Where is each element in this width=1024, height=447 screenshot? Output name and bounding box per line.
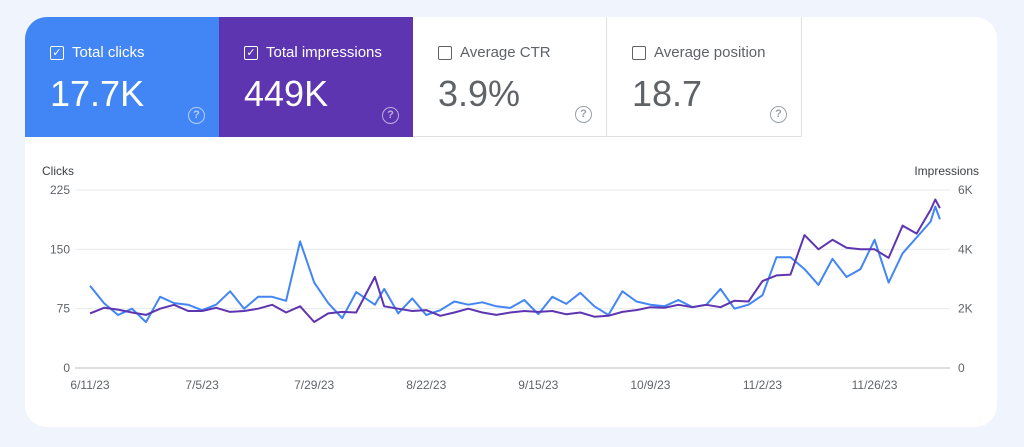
checkbox-unchecked-icon[interactable] [438,45,452,60]
metric-card-average-ctr[interactable]: Average CTR 3.9% ? [413,17,607,137]
x-tick: 8/22/23 [406,378,446,392]
checkbox-unchecked-icon[interactable] [632,45,646,60]
x-tick: 7/5/23 [185,378,219,392]
metric-value: 18.7 [632,73,703,114]
metric-card-total-impressions[interactable]: ✓ Total impressions 449K ? [219,17,413,137]
y-tick-right: 2K [958,302,973,316]
y-tick-left: 150 [50,242,70,256]
checkbox-checked-icon[interactable]: ✓ [244,45,258,60]
x-tick: 6/11/23 [70,378,109,392]
x-tick: 10/9/23 [630,378,670,392]
metric-label: Total clicks [72,44,145,61]
y-tick-left: 75 [57,302,71,316]
x-tick: 7/29/23 [294,378,334,392]
metric-card-total-clicks[interactable]: ✓ Total clicks 17.7K ? [25,17,219,137]
y-tick-right: 0 [958,361,965,375]
right-axis-title: Impressions [914,164,979,178]
x-tick: 11/26/23 [852,378,898,392]
left-axis-title: Clicks [42,164,74,178]
metric-value: 3.9% [438,73,521,114]
checkbox-checked-icon[interactable]: ✓ [50,45,64,60]
help-icon[interactable]: ? [575,106,592,123]
y-tick-right: 6K [958,183,973,197]
y-tick-left: 225 [50,183,70,197]
metric-label: Average position [654,44,766,61]
help-icon[interactable]: ? [770,106,787,123]
x-tick: 9/15/23 [518,378,558,392]
y-tick-right: 4K [958,242,973,256]
metric-label: Total impressions [266,44,382,61]
y-tick-left: 0 [63,361,70,375]
metric-value: 449K [244,73,329,114]
x-tick: 11/2/23 [743,378,782,392]
series-line-impressions [89,198,941,323]
help-icon[interactable]: ? [188,107,205,124]
metric-card-average-position[interactable]: Average position 18.7 ? [607,17,802,137]
metric-label: Average CTR [460,44,551,61]
performance-panel: ✓ Total clicks 17.7K ? ✓ Total impressions… [25,17,997,427]
series-line-clicks [89,205,941,324]
metric-value: 17.7K [50,73,145,114]
help-icon[interactable]: ? [382,107,399,124]
